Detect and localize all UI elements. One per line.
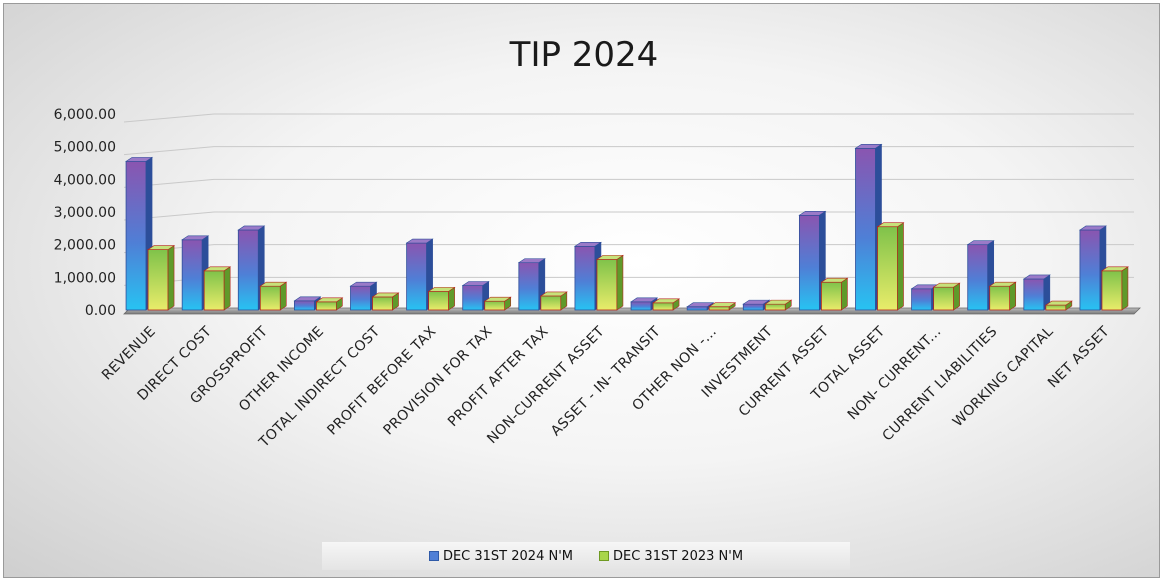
- gridline-side: [123, 146, 215, 156]
- x-tick-label: PROVISION FOR TAX: [381, 323, 496, 438]
- chart-frame: TIP 2024 0.00 1,000.00 2,000.00 3,000.00 4,0…: [3, 3, 1160, 578]
- bar-2023: [483, 296, 512, 311]
- bar-2024: [1022, 274, 1051, 311]
- bar-2023: [259, 281, 288, 311]
- bar-2023: [315, 297, 344, 311]
- x-tick-label: WORKING CAPITAL: [950, 324, 1057, 431]
- gridline-side: [123, 113, 215, 123]
- bar-2023: [820, 277, 849, 311]
- bar-2024: [125, 156, 154, 311]
- bar-2023: [1044, 300, 1073, 311]
- bar-2024: [517, 258, 546, 311]
- y-tick-label: 2,000.00: [54, 238, 116, 254]
- bar-2023: [203, 266, 232, 311]
- bar-2023: [1100, 266, 1129, 311]
- y-tick-label: 4,000.00: [54, 172, 116, 188]
- y-tick-label: 6,000.00: [54, 107, 116, 123]
- bar-2023: [652, 298, 681, 311]
- bar-2023: [932, 282, 961, 311]
- bar-2023: [539, 291, 568, 311]
- y-axis: 0.00 1,000.00 2,000.00 3,000.00 4,000.00 5,00…: [54, 107, 116, 319]
- bar-2023: [876, 222, 905, 311]
- x-tick-label: NON-CURRENT ASSET: [484, 323, 608, 447]
- bar-2023: [595, 254, 624, 311]
- legend-swatch-2023: [599, 551, 609, 561]
- legend-swatch-2024: [428, 551, 439, 561]
- bar-2024: [686, 302, 715, 311]
- legend: DEC 31ST 2024 N'M DEC 31ST 2023 N'M: [322, 542, 850, 570]
- bar-2023: [427, 286, 456, 311]
- x-tick-label: NON- CURRENT...: [845, 324, 945, 424]
- legend-label-2023: DEC 31ST 2023 N'M: [613, 548, 744, 564]
- bar-2023: [147, 245, 176, 311]
- bar-chart: TIP 2024 0.00 1,000.00 2,000.00 3,000.00 4,0…: [54, 35, 1141, 451]
- y-tick-label: 1,000.00: [54, 270, 116, 286]
- bar-2023: [371, 292, 400, 311]
- bar-2023: [708, 302, 737, 311]
- chart-title: TIP 2024: [509, 35, 659, 75]
- x-tick-label: PROFIT BEFORE TAX: [324, 323, 439, 438]
- bar-2023: [764, 299, 793, 311]
- legend-label-2024: DEC 31ST 2024 N'M: [442, 548, 573, 564]
- x-tick-label: CURRENT LIABILITIES: [880, 324, 1001, 445]
- y-tick-label: 3,000.00: [54, 205, 116, 221]
- y-tick-label: 0.00: [85, 303, 116, 319]
- bars: [125, 143, 1129, 311]
- legend-item-2023: DEC 31ST 2023 N'M: [599, 549, 743, 564]
- x-tick-label: REVENUE: [99, 324, 159, 384]
- x-tick-label: ASSET - IN- TRANSIT: [548, 323, 664, 439]
- y-tick-label: 5,000.00: [54, 140, 116, 156]
- bar-2023: [988, 281, 1017, 311]
- x-tick-label: PROFIT AFTER TAX: [445, 323, 552, 430]
- legend-item-2024: DEC 31ST 2024 N'M: [428, 548, 573, 564]
